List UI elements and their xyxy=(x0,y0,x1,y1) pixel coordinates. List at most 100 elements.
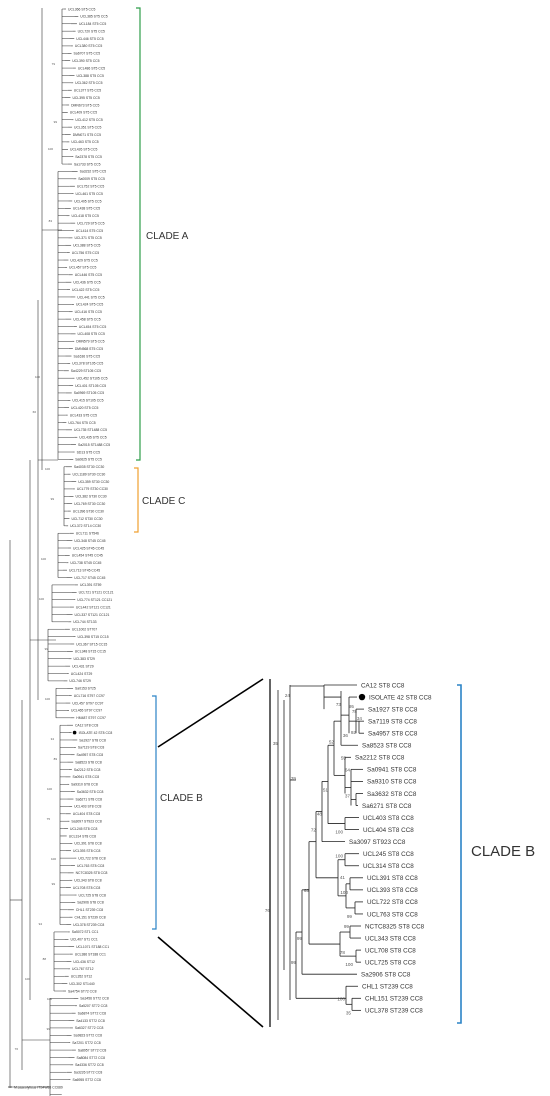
zoom-taxon-label: NCTC8325 ST8 CC8 xyxy=(365,923,425,930)
bootstrap-value: 100 xyxy=(45,467,50,471)
zoom-taxon-label: UCL708 ST8 CC8 xyxy=(365,947,416,954)
bootstrap-value: 99 xyxy=(45,647,49,651)
bootstrap-value: 55 xyxy=(341,755,347,760)
bootstrap-value: 39 xyxy=(291,776,297,781)
taxon-label: UCL372 ST14 CC30 xyxy=(70,524,101,528)
zoom-taxon-label: UCL314 ST8 CC8 xyxy=(363,863,414,870)
taxon-label: UCL426 ST5 CC5 xyxy=(70,148,97,152)
taxon-label: Sa7119 ST8 CC8 xyxy=(78,746,104,750)
zoom-taxon-label: Sa3097 ST923 CC8 xyxy=(349,839,406,846)
taxon-label: UCL408 ST5 CC5 xyxy=(78,332,105,336)
bootstrap-value: 100 xyxy=(47,787,52,791)
taxon-label: UCL486 ST5 CC5 xyxy=(78,66,105,70)
taxon-label: UCL436 ST12 xyxy=(73,960,95,964)
zoom-taxon-label: UCL725 ST8 CC8 xyxy=(365,959,416,966)
taxon-label: UCL348 ST45 CC45 xyxy=(74,539,105,543)
taxon-label: UCL366 ST5 CC5 xyxy=(68,7,95,11)
taxon-label: Sa6874 ST72 CC8 xyxy=(78,1011,107,1015)
taxon-label: CHL151 ST239 CC8 xyxy=(75,915,106,919)
taxon-label: Sa6707 ST5 CC5 xyxy=(74,52,101,56)
taxon-label: Sa8523 ST8 CC8 xyxy=(75,760,102,764)
taxon-label: UCL729 ST5 CC5 xyxy=(77,221,104,225)
taxon-label: UCL458 ST5 CC5 xyxy=(73,317,100,321)
clade-a-label: CLADE A xyxy=(146,231,189,242)
taxon-label: CA12 ST8 CC8 xyxy=(75,724,98,728)
taxon-label: Sa0625 ST5 CC5 xyxy=(75,458,102,462)
taxon-label: UCL763 ST8 CC8 xyxy=(77,864,104,868)
bootstrap-value: 99 xyxy=(347,914,353,919)
taxon-label: UCL722 ST8 CC8 xyxy=(78,856,105,860)
taxon-label: DMN071 ST5 CC5 xyxy=(73,133,101,137)
taxon-label: Sa0153 ST25 xyxy=(75,687,96,691)
taxon-label: UCL412 ST5 CC5 xyxy=(75,118,102,122)
taxon-label: Sa6327 ST72 CC8 xyxy=(75,1026,104,1030)
taxon-label: Sa0941 ST8 CC8 xyxy=(73,775,100,779)
taxon-label: UCL371 ST5 CC5 xyxy=(74,236,101,240)
taxon-label: UCL314 ST8 CC8 xyxy=(69,834,96,838)
taxon-label: UCL465 ST97 CC97 xyxy=(71,709,102,713)
bootstrap-value: 35 xyxy=(273,741,279,746)
taxon-label: UCL712 ST30 CC30 xyxy=(71,517,102,521)
taxon-label: UCL433 ST5 CC5 xyxy=(70,413,97,417)
taxon-label: Sa8957 ST72 CC8 xyxy=(78,1048,107,1052)
clade-b-label: CLADE B xyxy=(160,793,203,804)
taxon-label: UCL245 ST8 CC8 xyxy=(70,827,97,831)
taxon-label: CHL1 ST239 CC8 xyxy=(76,908,103,912)
taxon-label: Sa6955 ST72 CC8 xyxy=(72,1078,101,1082)
zoom-taxon-label: Sa6271 ST8 CC8 xyxy=(362,803,412,810)
bootstrap-value: 78 xyxy=(352,709,358,714)
taxon-label: Sa5072 ST1 CC1 xyxy=(72,930,99,934)
taxon-label: UCL337 ST121 CC121 xyxy=(75,613,110,617)
zoom-taxon-label: UCL403 ST8 CC8 xyxy=(363,815,414,822)
taxon-label: UCL348 ST15 CC15 xyxy=(75,650,106,654)
taxon-label: UCL756 ST5 CC5 xyxy=(72,251,99,255)
taxon-label: UCL416 ST5 CC5 xyxy=(75,310,102,314)
taxon-label: Sa1733 ST5 CC5 xyxy=(74,162,101,166)
zoom-taxon-label: UCL722 ST8 CC8 xyxy=(367,899,418,906)
zoom-taxon-label: ISOLATE 42 ST8 CC8 xyxy=(369,694,432,701)
taxon-label: UCL377 ST5 CC5 xyxy=(74,89,101,93)
zoom-taxon-label: Sa4957 ST8 CC8 xyxy=(368,731,418,738)
taxon-label: UCL452 ST105 CC5 xyxy=(76,376,107,380)
bootstrap-value: 79 xyxy=(52,62,56,66)
taxon-label: UCL446 ST5 CC5 xyxy=(75,273,102,277)
taxon-label: UCL386 ST188 CC1 xyxy=(75,952,106,956)
taxon-label: HM487 ST97 CC97 xyxy=(76,716,106,720)
bootstrap-value: 94 xyxy=(39,922,43,926)
bootstrap-value: 100 xyxy=(47,997,52,1001)
taxon-label: UCL422 ST5 CC5 xyxy=(72,288,99,292)
isolate-marker-icon xyxy=(72,730,77,735)
taxon-label: Sa5207 ST72 CC8 xyxy=(79,1004,108,1008)
taxon-label: UCL378 ST105 CC5 xyxy=(72,362,103,366)
zoom-taxon-label: UCL245 ST8 CC8 xyxy=(363,851,414,858)
bootstrap-value: 36 xyxy=(343,733,349,738)
zoom-taxon-label: Sa1927 ST8 CC8 xyxy=(368,706,418,713)
taxon-label: Sa2212 ST8 CC8 xyxy=(74,768,101,772)
taxon-label: UCL725 ST8 CC8 xyxy=(79,893,106,897)
zoom-taxon-label: Sa0941 ST8 CC8 xyxy=(367,767,417,774)
taxon-label: UCL767 ST12 xyxy=(72,967,94,971)
zoom-taxon-label: Sa3632 ST8 CC8 xyxy=(367,791,417,798)
taxon-label: Sa6271 ST8 CC8 xyxy=(75,797,102,801)
taxon-label: UCL404 ST8 CC8 xyxy=(73,812,100,816)
zoom-taxon-label: UCL393 ST8 CC8 xyxy=(367,887,418,894)
taxon-label: Sa9310 ST8 CC8 xyxy=(71,783,98,787)
zoom-taxon-label: Sa7119 ST8 CC8 xyxy=(368,718,417,725)
taxon-label: UCL441 ST5 CC5 xyxy=(77,295,104,299)
bootstrap-value: 100 xyxy=(337,996,345,1001)
taxon-label: Sa2015 ST1488 CC5 xyxy=(78,443,110,447)
taxon-label: UCL746 ST29 xyxy=(69,679,91,683)
taxon-label: UCL744 ST133 xyxy=(73,620,96,624)
bootstrap-value: 89 xyxy=(54,757,58,761)
bootstrap-value: 34 xyxy=(51,737,55,741)
taxon-label: UCL414 ST5 CC5 xyxy=(76,229,103,233)
taxon-label: UCL431 ST29 xyxy=(72,664,94,668)
taxon-label: UCL302 ST1440 xyxy=(69,982,94,986)
taxon-label: Sa0969 ST105 CC5 xyxy=(74,391,104,395)
bootstrap-value: 99 xyxy=(344,924,350,929)
zoom-taxon-label: Sa9310 ST8 CC8 xyxy=(367,779,417,786)
clade-b-zoom-bracket xyxy=(457,684,462,1024)
taxon-label: UCL409 ST5 CC5 xyxy=(70,111,97,115)
bootstrap-value: 73 xyxy=(336,702,342,707)
taxon-label: Sa1636 ST5 CC5 xyxy=(74,354,101,358)
